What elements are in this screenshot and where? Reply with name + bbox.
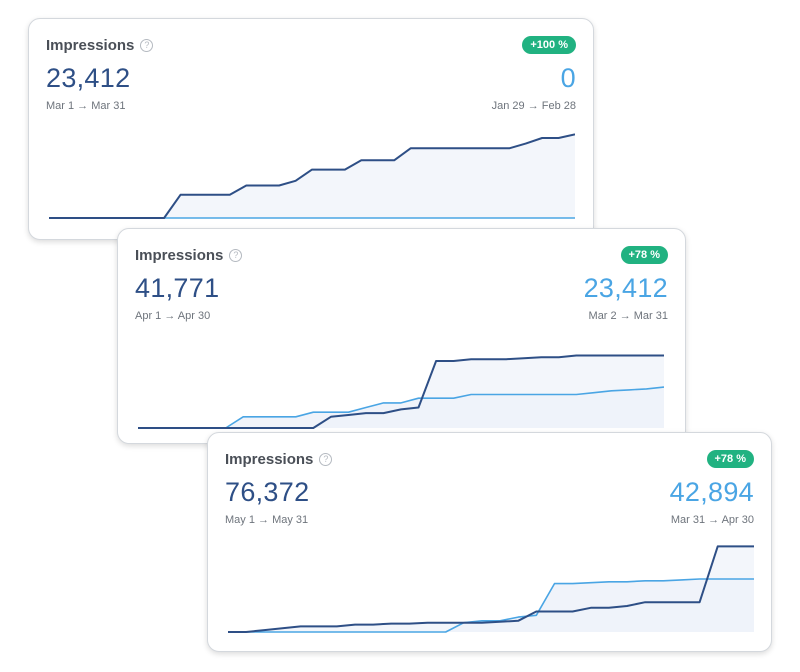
change-badge: +78 % [620,246,668,264]
primary-area [49,134,575,218]
primary-area [138,355,664,428]
impressions-card-may[interactable]: Impressions ? +78 % 76,372 42,894 May 1 … [207,432,772,652]
impressions-card-march[interactable]: Impressions ? +100 % 23,412 0 Mar 1 → Ma… [28,18,594,240]
impressions-card-april[interactable]: Impressions ? +78 % 41,771 23,412 Apr 1 … [117,228,686,444]
primary-date-range: May 1 → May 31 [225,514,309,526]
impressions-chart[interactable] [49,119,575,219]
help-icon[interactable]: ? [319,453,333,466]
primary-area [228,546,754,632]
impressions-chart[interactable] [228,533,754,633]
compare-value: 23,412 [583,273,668,303]
compare-value: 0 [560,63,576,93]
impressions-chart[interactable] [138,329,664,429]
help-icon[interactable]: ? [229,249,243,262]
compare-date-range: Mar 2 → Mar 31 [588,310,668,322]
primary-date-range: Mar 1 → Mar 31 [46,100,126,112]
compare-date-range: Jan 29 → Feb 28 [491,100,576,112]
card-header: Impressions ? [135,247,243,264]
primary-value: 41,771 [135,273,220,303]
change-badge: +100 % [522,36,576,54]
primary-series-line [228,545,754,633]
help-icon[interactable]: ? [140,39,154,52]
compare-value: 42,894 [669,477,754,507]
card-title: Impressions [135,247,224,264]
primary-series-line [138,354,664,429]
primary-value: 76,372 [225,477,310,507]
card-title: Impressions [225,451,314,468]
card-header: Impressions ? [46,37,154,54]
primary-date-range: Apr 1 → Apr 30 [135,310,211,322]
card-title: Impressions [46,37,135,54]
compare-date-range: Mar 31 → Apr 30 [670,514,754,526]
compare-series-line [228,578,754,633]
primary-series-line [49,133,575,219]
card-header: Impressions ? [225,451,333,468]
change-badge: +78 % [706,450,754,468]
primary-value: 23,412 [46,63,131,93]
